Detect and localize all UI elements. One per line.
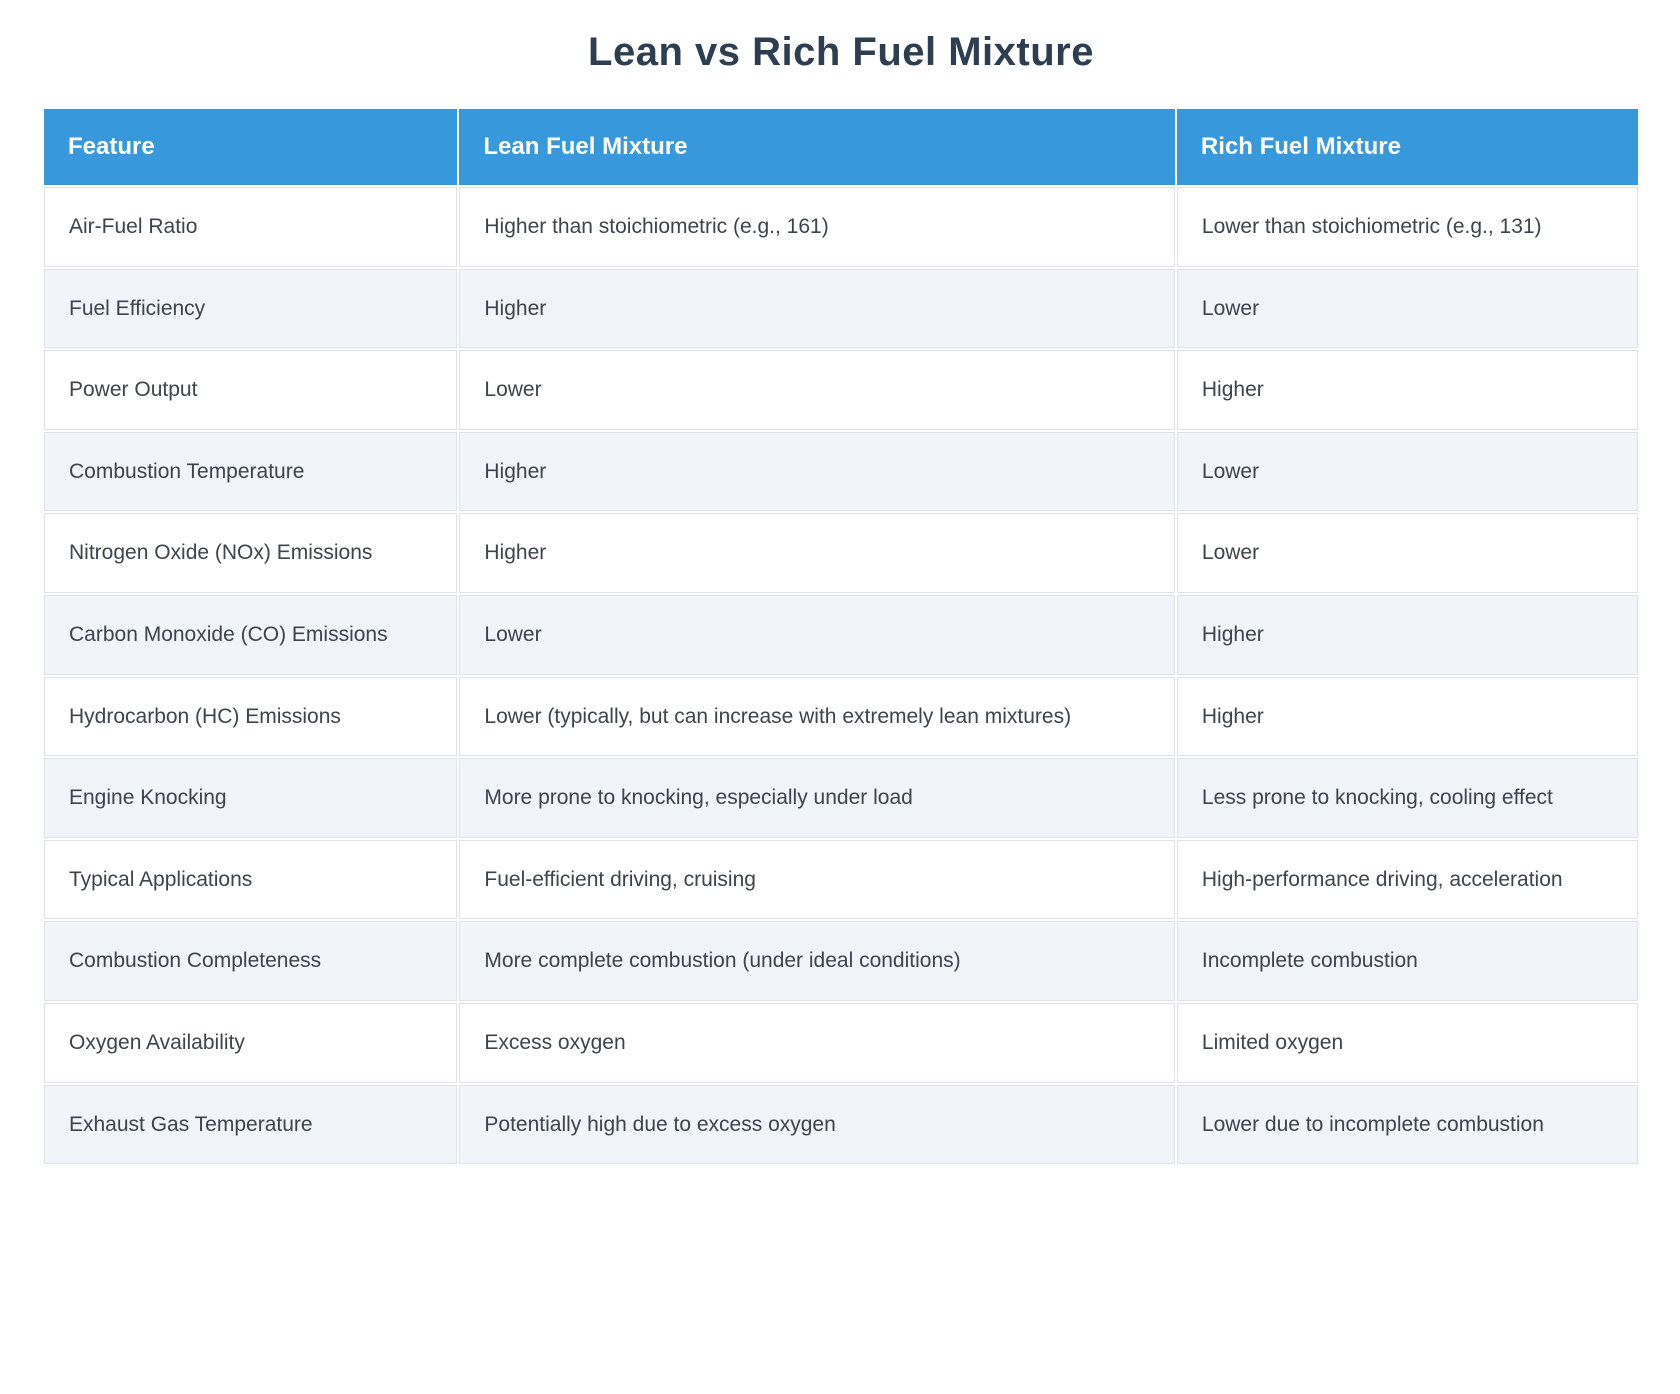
table-row: Power Output Lower Higher	[44, 350, 1638, 430]
column-header-rich: Rich Fuel Mixture	[1176, 109, 1638, 185]
rich-cell: Higher	[1176, 676, 1638, 757]
lean-cell: Higher	[459, 513, 1175, 593]
feature-cell: Engine Knocking	[44, 758, 458, 838]
table-row: Engine Knocking More prone to knocking, e…	[44, 758, 1638, 838]
lean-cell: Potentially high due to excess oxygen	[459, 1084, 1175, 1165]
table-row: Oxygen Availability Excess oxygen Limited …	[44, 1002, 1638, 1083]
feature-cell: Combustion Temperature	[44, 431, 458, 512]
table-row: Typical Applications Fuel-efficient drivi…	[44, 839, 1638, 920]
column-header-lean: Lean Fuel Mixture	[459, 109, 1175, 185]
column-header-feature: Feature	[44, 109, 458, 185]
table-row: Fuel Efficiency Higher Lower	[44, 268, 1638, 349]
rich-cell: Lower	[1176, 513, 1638, 593]
feature-cell: Carbon Monoxide (CO) Emissions	[44, 594, 458, 675]
feature-cell: Combustion Completeness	[44, 921, 458, 1001]
feature-cell: Exhaust Gas Temperature	[44, 1084, 458, 1165]
table-body: Air-Fuel Ratio Higher than stoichiometric…	[44, 187, 1638, 1165]
table-row: Combustion Temperature Higher Lower	[44, 431, 1638, 512]
lean-cell: Excess oxygen	[459, 1002, 1175, 1083]
rich-cell: High-performance driving, acceleration	[1176, 839, 1638, 920]
lean-cell: More prone to knocking, especially under…	[459, 758, 1175, 838]
comparison-table: Feature Lean Fuel Mixture Rich Fuel Mixt…	[42, 107, 1640, 1166]
table-header: Feature Lean Fuel Mixture Rich Fuel Mixt…	[44, 109, 1638, 185]
rich-cell: Lower	[1176, 268, 1638, 349]
page-title: Lean vs Rich Fuel Mixture	[588, 30, 1094, 74]
table-row: Hydrocarbon (HC) Emissions Lower (typical…	[44, 676, 1638, 757]
rich-cell: Higher	[1176, 594, 1638, 675]
table-row: Exhaust Gas Temperature Potentially high …	[44, 1084, 1638, 1165]
lean-cell: Higher	[459, 268, 1175, 349]
rich-cell: Lower due to incomplete combustion	[1176, 1084, 1638, 1165]
lean-cell: More complete combustion (under ideal co…	[459, 921, 1175, 1001]
lean-cell: Lower (typically, but can increase with …	[459, 676, 1175, 757]
rich-cell: Incomplete combustion	[1176, 921, 1638, 1001]
table-row: Nitrogen Oxide (NOx) Emissions Higher Lowe…	[44, 513, 1638, 593]
feature-cell: Oxygen Availability	[44, 1002, 458, 1083]
feature-cell: Hydrocarbon (HC) Emissions	[44, 676, 458, 757]
table-row: Air-Fuel Ratio Higher than stoichiometric…	[44, 187, 1638, 267]
lean-cell: Lower	[459, 594, 1175, 675]
rich-cell: Less prone to knocking, cooling effect	[1176, 758, 1638, 838]
rich-cell: Lower	[1176, 431, 1638, 512]
header-row: Feature Lean Fuel Mixture Rich Fuel Mixt…	[44, 109, 1638, 185]
rich-cell: Higher	[1176, 350, 1638, 430]
lean-cell: Higher	[459, 431, 1175, 512]
lean-cell: Lower	[459, 350, 1175, 430]
feature-cell: Power Output	[44, 350, 458, 430]
feature-cell: Nitrogen Oxide (NOx) Emissions	[44, 513, 458, 593]
feature-cell: Fuel Efficiency	[44, 268, 458, 349]
feature-cell: Typical Applications	[44, 839, 458, 920]
lean-cell: Higher than stoichiometric (e.g., 161)	[459, 187, 1175, 267]
lean-cell: Fuel-efficient driving, cruising	[459, 839, 1175, 920]
feature-cell: Air-Fuel Ratio	[44, 187, 458, 267]
table-row: Combustion Completeness More complete com…	[44, 921, 1638, 1001]
rich-cell: Lower than stoichiometric (e.g., 131)	[1176, 187, 1638, 267]
page: Lean vs Rich Fuel Mixture Feature Lean F…	[42, 30, 1640, 1166]
rich-cell: Limited oxygen	[1176, 1002, 1638, 1083]
table-row: Carbon Monoxide (CO) Emissions Lower Highe…	[44, 594, 1638, 675]
